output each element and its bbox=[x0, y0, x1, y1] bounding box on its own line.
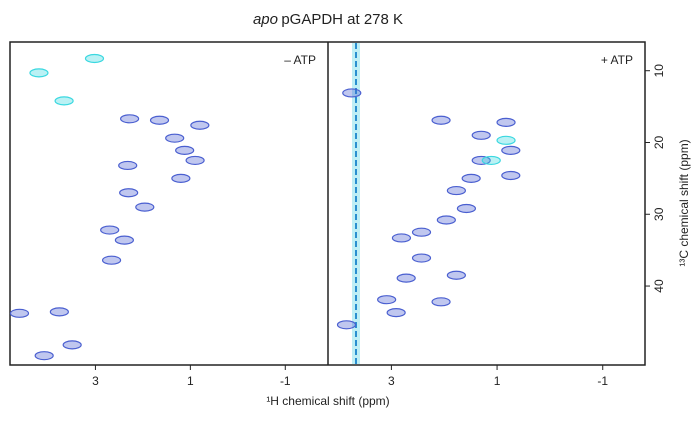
x-tick-label: 3 bbox=[388, 374, 395, 388]
y-tick-label: 40 bbox=[652, 279, 666, 293]
peak bbox=[101, 255, 122, 265]
peak bbox=[120, 114, 140, 124]
peak bbox=[114, 235, 134, 245]
peak bbox=[431, 297, 451, 307]
y-tick-label: 30 bbox=[652, 207, 666, 221]
peak bbox=[496, 117, 516, 127]
peak bbox=[446, 270, 466, 280]
title: apo pGAPDH at 278 K bbox=[253, 11, 403, 28]
peak bbox=[411, 227, 432, 237]
peak bbox=[149, 115, 170, 125]
peak bbox=[49, 307, 69, 317]
peak bbox=[171, 173, 191, 183]
peak bbox=[175, 145, 195, 155]
x-tick-label: 3 bbox=[92, 374, 99, 388]
peak bbox=[185, 155, 205, 166]
peak bbox=[446, 185, 466, 196]
peak bbox=[461, 173, 481, 183]
panel-label: + ATP bbox=[601, 53, 633, 67]
x-axis-label: ¹H chemical shift (ppm) bbox=[266, 394, 389, 408]
peak bbox=[396, 273, 416, 283]
artifact-stripe bbox=[352, 43, 360, 364]
peak bbox=[501, 145, 521, 155]
x-tick-label: -1 bbox=[280, 374, 291, 388]
x-tick-label: 1 bbox=[187, 374, 194, 388]
peak bbox=[391, 233, 412, 243]
peak bbox=[29, 68, 49, 78]
title-rest: pGAPDH at 278 K bbox=[281, 11, 403, 28]
panel-label: – ATP bbox=[284, 53, 316, 67]
peak bbox=[436, 215, 456, 225]
peak bbox=[118, 160, 138, 171]
peak bbox=[431, 115, 451, 125]
peak bbox=[9, 308, 30, 318]
peak bbox=[336, 320, 357, 330]
peak bbox=[62, 340, 82, 350]
title-italic: apo bbox=[253, 11, 278, 28]
peak bbox=[411, 253, 432, 263]
peak bbox=[119, 188, 139, 198]
peak bbox=[84, 53, 105, 64]
peak bbox=[342, 88, 362, 98]
peak bbox=[377, 295, 397, 305]
peak bbox=[54, 96, 74, 106]
y-tick-label: 10 bbox=[652, 64, 666, 78]
y-axis-label: ¹³C chemical shift (ppm) bbox=[677, 139, 691, 266]
peak bbox=[456, 203, 477, 214]
peak bbox=[471, 130, 491, 140]
peak bbox=[34, 351, 54, 361]
y-tick-label: 20 bbox=[652, 135, 666, 149]
peak bbox=[386, 308, 406, 318]
peak bbox=[501, 170, 521, 181]
peak bbox=[135, 202, 155, 212]
peak bbox=[100, 225, 120, 235]
peak bbox=[190, 120, 210, 130]
peak bbox=[496, 135, 516, 145]
peak bbox=[481, 155, 501, 166]
peak bbox=[471, 155, 491, 166]
peak bbox=[165, 133, 185, 143]
x-tick-label: 1 bbox=[494, 374, 501, 388]
x-tick-label: -1 bbox=[597, 374, 608, 388]
